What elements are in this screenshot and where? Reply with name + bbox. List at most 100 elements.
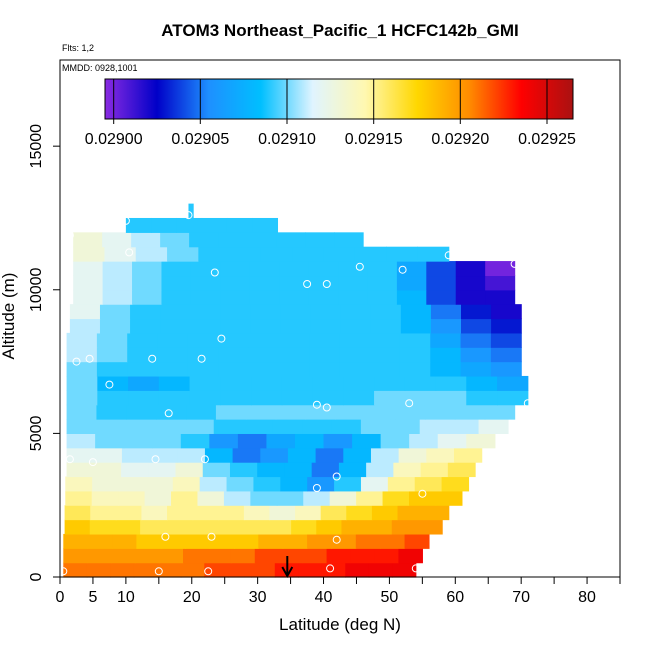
sample-point [312,484,321,492]
heatmap-cell [423,505,450,521]
heatmap-cell [400,318,432,334]
heatmap-cell [197,490,225,506]
heatmap-cell [215,519,242,535]
heatmap-cell [315,447,344,463]
heatmap-cell [466,433,496,449]
plot-frame [59,59,621,578]
heatmap-cell [338,261,369,277]
heatmap-cell [145,476,174,492]
heatmap-cell [121,462,149,478]
heatmap-cell [157,562,182,578]
sample-point [161,532,170,541]
heatmap-cell [73,275,104,291]
heatmap-cell [430,361,462,377]
heatmap-cell [176,217,203,233]
heatmap-cell [449,419,480,434]
heatmap-cell [189,375,221,391]
heatmap-cell [343,447,372,463]
heatmap-cell [201,217,228,233]
y-axis: 0 5000 10000 15000 [28,124,60,581]
heatmap-cell [461,318,492,334]
heatmap-cell [453,447,483,463]
x-tick-label: 80 [578,589,596,606]
heatmap-cell [209,533,235,549]
heatmap-cell [276,232,306,248]
heatmap-cell [132,275,163,291]
heatmap-cell [265,519,292,535]
heatmap-cell [323,246,356,262]
heatmap-cell [90,505,117,521]
heatmap-cell [188,203,194,219]
x-axis-label: Latitude (deg N) [279,615,401,634]
heatmap-cell [396,289,427,305]
heatmap-cell [331,419,362,434]
heatmap-cell [396,275,427,291]
heatmap-cell [165,519,192,535]
y-tick-label: 5000 [28,416,45,452]
heatmap-cell [160,318,191,334]
heatmap-cell [338,289,369,305]
heatmap-cell [204,562,229,578]
heatmap-cell [66,332,98,348]
heatmap-cell [435,390,467,406]
sample-point [303,280,312,288]
heatmap-cell [66,447,95,463]
heatmap-cell [229,246,262,262]
heatmap-cell [167,505,194,521]
heatmap-cell [66,361,98,377]
heatmap-cell [366,519,393,535]
heatmap-cell [247,232,277,248]
heatmap-cell [490,332,522,348]
heatmap-cell [66,404,98,420]
heatmap-cell [99,318,131,334]
heatmap-cell [369,361,401,377]
heatmap-cell [416,519,443,535]
heatmap-cell [278,332,310,348]
x-tick-label: 50 [381,589,399,606]
heatmap-cell [311,462,340,478]
heatmap-cell [251,390,283,406]
heatmap-cell [229,462,258,478]
location-arrow-icon [281,556,294,579]
heatmap-cell [111,548,136,564]
heatmap-cell [65,490,93,506]
heatmap-cell [399,332,431,348]
sample-point [210,268,219,277]
heatmap-cell [409,433,439,449]
heatmap-cell [96,361,128,377]
heatmap-cell [223,490,251,506]
heatmap-cell [399,347,431,363]
heatmap-cell [167,246,199,262]
heatmap-cell [190,519,217,535]
heatmap-cell [295,505,322,521]
heatmap-cell [226,217,253,233]
heatmap-cell [461,304,492,320]
heatmap-cell [64,519,91,535]
heatmap-cell [335,404,366,420]
heatmap-cell [367,289,398,305]
sample-point [121,216,130,225]
heatmap-cell [202,462,231,478]
heatmap-cell [190,318,221,334]
y-axis-label: Altitude (m) [0,273,18,360]
x-tick-label: 20 [183,589,201,606]
heatmap-cell [245,404,277,420]
heatmap-cell [275,404,307,420]
heatmap-cell [230,548,256,564]
heatmap-cell [243,419,274,434]
heatmap-cell [140,519,166,535]
heatmap-cell [354,246,387,262]
heatmap-cell [387,476,416,492]
x-tick-label: 30 [249,589,267,606]
heatmap-cell [484,404,516,420]
heatmap-cell [460,332,492,348]
heatmap-cell [73,232,103,248]
heatmap-cell [213,419,244,434]
heatmap-cell [257,462,286,478]
heatmap-cell [187,347,219,363]
heatmap-cell [279,261,310,277]
sample-point [65,231,74,240]
heatmap-cell [123,433,153,449]
heatmap-cell [391,519,418,535]
heatmap-cell [365,404,396,420]
